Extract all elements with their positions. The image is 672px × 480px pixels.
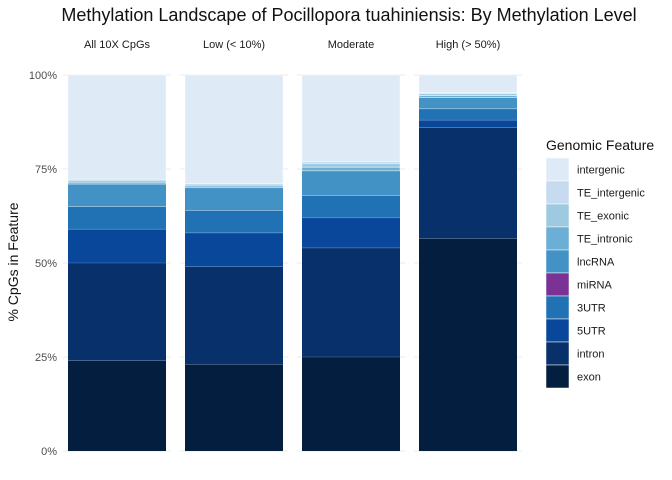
bar-segment-intron (68, 263, 166, 361)
legend-label: miRNA (577, 280, 612, 292)
legend-label: exon (577, 372, 601, 384)
legend-key-te-intergenic (545, 180, 570, 205)
y-tick-label: 75% (35, 164, 57, 176)
facet-label: All 10X CpGs (84, 39, 151, 51)
legend-label: lncRNA (577, 257, 615, 269)
legend-label: 3UTR (577, 303, 606, 315)
legend-key-lncrna (545, 249, 570, 274)
bar-segment-intron (419, 127, 517, 239)
legend-key-intron (545, 341, 570, 366)
bar-segment-5utr (185, 232, 283, 267)
bar-segment-5utr (68, 229, 166, 263)
bar-segment-lncrna (302, 170, 400, 196)
facet-label: Low (< 10%) (203, 39, 265, 51)
legend-label: intergenic (577, 165, 625, 177)
bar-segment-intron (302, 247, 400, 357)
y-tick-label: 100% (29, 70, 57, 82)
bar-segment-te-exonic (301, 163, 401, 168)
facet-label: High (> 50%) (436, 39, 501, 51)
legend-label: 5UTR (577, 326, 606, 338)
bar-segment-lncrna (185, 187, 283, 211)
y-tick-label: 25% (35, 352, 57, 364)
bar-segment-exon (419, 238, 517, 451)
bar-segment-lncrna (68, 184, 166, 207)
bar-segment-3utr (185, 210, 283, 233)
chart-title: Methylation Landscape of Pocillopora tua… (61, 5, 636, 25)
legend-label: TE_intronic (577, 234, 633, 246)
legend-label: TE_exonic (577, 211, 629, 223)
bar-segment-intron (185, 266, 283, 365)
bar-segment-5utr (419, 120, 517, 128)
bar-segment-5utr (302, 217, 400, 248)
bar-segment-exon (185, 364, 283, 451)
y-tick-label: 50% (35, 258, 57, 270)
legend: Genomic Feature intergenic TE_intergenic T… (545, 137, 654, 389)
legend-label: intron (577, 349, 605, 361)
legend-key-te-intronic (545, 226, 570, 251)
bar-segment-exon (302, 357, 400, 451)
legend-label: TE_intergenic (577, 188, 645, 200)
bar-segment-3utr (68, 206, 166, 230)
legend-key-te-exonic (545, 203, 570, 228)
bar-segment-intergenic (184, 74, 284, 184)
bar-segment-3utr (302, 195, 400, 218)
legend-key-exon (545, 364, 570, 389)
facet-panel: Low (< 10%) (180, 39, 288, 452)
bar-segment-intergenic (67, 74, 167, 180)
facet-label: Moderate (328, 39, 374, 51)
y-axis-ticks: 0% 25% 50% 75% 100% (29, 70, 57, 458)
facet-panel: Moderate (297, 39, 405, 452)
y-tick-label: 0% (41, 446, 57, 458)
legend-key-3utr (545, 295, 570, 320)
facet-panel: All 10X CpGs (63, 39, 171, 452)
y-axis-label: % CpGs in Feature (5, 202, 21, 321)
legend-title: Genomic Feature (546, 137, 654, 153)
bar-segment-te-intronic (301, 166, 401, 172)
facet-panel: High (> 50%) (414, 39, 522, 452)
bar-segment-lncrna (419, 97, 517, 109)
bar-segment-exon (68, 360, 166, 451)
legend-key-5utr (545, 318, 570, 343)
facet-panels: All 10X CpGs Low (< 10%) Moderate High (> 5… (63, 39, 522, 452)
legend-key-mirna (545, 272, 570, 297)
bar-segment-3utr (419, 108, 517, 121)
bar-segment-intergenic (418, 74, 518, 93)
legend-key-intergenic (545, 157, 570, 182)
bar-segment-intergenic (301, 74, 401, 162)
